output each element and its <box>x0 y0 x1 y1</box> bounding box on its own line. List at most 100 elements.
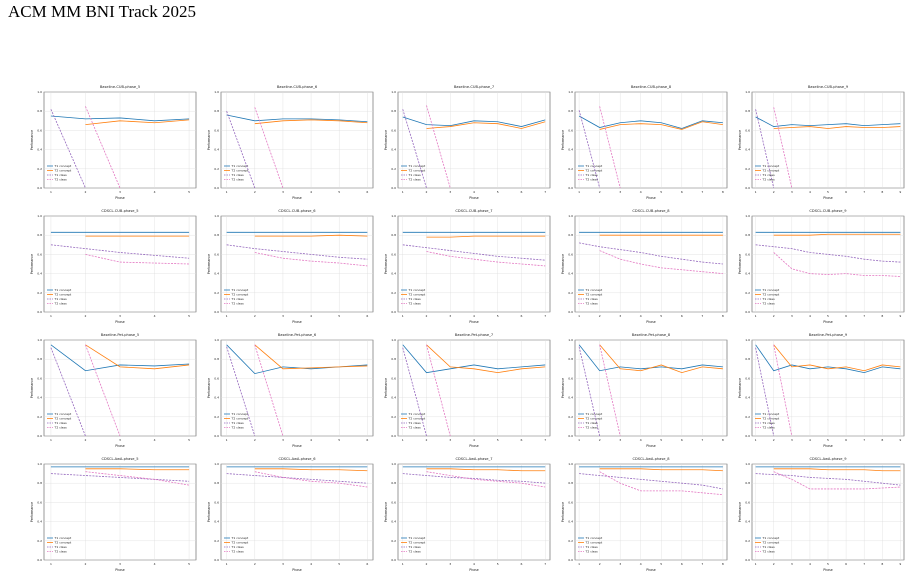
legend-label: T1 concept <box>54 536 72 540</box>
subplot: CDSCL-CUB-phase_6 0.0 0.2 0.4 0.6 0.8 1.0 1 2 3 4 5… <box>207 209 374 324</box>
y-tick-label: 0.8 <box>214 233 219 237</box>
legend-label: T1 concept <box>231 412 249 416</box>
x-tick-label: 4 <box>640 438 642 442</box>
series-line <box>50 473 190 482</box>
y-axis-label: Performance <box>207 130 211 150</box>
legend-label: T2 concept <box>231 169 249 173</box>
y-tick-label: 0.6 <box>391 128 396 132</box>
y-tick-label: 0.6 <box>214 128 219 132</box>
y-tick-label: 0.2 <box>568 291 573 295</box>
x-tick-label: 4 <box>640 190 642 194</box>
x-tick-label: 3 <box>449 562 451 566</box>
x-tick-label: 7 <box>863 190 865 194</box>
series-line <box>254 234 368 237</box>
x-tick-label: 2 <box>599 190 601 194</box>
y-tick-label: 0.8 <box>745 109 750 113</box>
y-axis-label: Performance <box>30 254 34 274</box>
legend-label: T2 class <box>585 302 599 306</box>
legend-label: T1 concept <box>408 164 426 168</box>
legend-label: T2 class <box>762 426 776 430</box>
subplot: Baseline-CUB-phase_7 0.0 0.2 0.4 0.6 0.8 1.0 1 2… <box>384 85 551 200</box>
legend-label: T2 concept <box>762 169 780 173</box>
x-tick-label: 5 <box>827 190 829 194</box>
series-line <box>773 233 901 236</box>
x-tick-label: 2 <box>773 190 775 194</box>
y-tick-label: 0.4 <box>37 272 42 276</box>
y-tick-label: 0.0 <box>37 434 42 438</box>
plot-area <box>574 215 728 313</box>
y-tick-label: 0.0 <box>391 310 396 314</box>
x-axis-label: Phase <box>823 196 833 200</box>
x-tick-label: 3 <box>619 438 621 442</box>
subplot-title: Baseline-Pet-phase_6 <box>278 333 317 337</box>
y-tick-label: 0.6 <box>391 376 396 380</box>
x-tick-label: 4 <box>640 314 642 318</box>
x-tick-label: 1 <box>402 438 404 442</box>
y-tick-label: 1.0 <box>745 338 750 342</box>
legend-label: T2 concept <box>54 169 72 173</box>
legend-label: T2 class <box>231 302 245 306</box>
subplot-title: CDSCL-AwA-phase_6 <box>278 457 316 461</box>
legend-label: T2 class <box>54 550 68 554</box>
subplot: Baseline-Pet-phase_5 0.0 0.2 0.4 0.6 0.8 1.0 1 2… <box>30 333 197 448</box>
legend-label: T1 concept <box>231 288 249 292</box>
y-tick-label: 0.8 <box>214 357 219 361</box>
x-tick-label: 4 <box>310 190 312 194</box>
series-line <box>50 244 190 259</box>
x-axis-label: Phase <box>646 196 656 200</box>
x-tick-label: 3 <box>449 438 451 442</box>
series-line <box>755 473 901 486</box>
series-line <box>402 109 427 189</box>
legend-label: T2 concept <box>231 541 249 545</box>
x-tick-label: 6 <box>845 438 847 442</box>
y-tick-label: 0.2 <box>214 539 219 543</box>
x-tick-label: 7 <box>544 190 546 194</box>
y-tick-label: 0.4 <box>391 272 396 276</box>
legend-label: T1 concept <box>762 164 780 168</box>
legend-label: T1 class <box>231 173 245 177</box>
y-tick-label: 0.6 <box>37 376 42 380</box>
subplot-title: Baseline-CUB-phase_9 <box>808 85 849 89</box>
plot-area <box>574 463 728 561</box>
y-tick-label: 0.6 <box>745 128 750 132</box>
x-tick-label: 9 <box>899 438 901 442</box>
series-line <box>773 107 793 189</box>
series-line <box>579 242 723 265</box>
legend-label: T2 concept <box>231 293 249 297</box>
x-tick-label: 4 <box>154 314 156 318</box>
x-tick-label: 3 <box>119 438 121 442</box>
x-tick-label: 6 <box>845 562 847 566</box>
x-tick-label: 8 <box>881 562 883 566</box>
series-line <box>226 244 368 260</box>
x-tick-label: 8 <box>722 438 724 442</box>
x-tick-label: 1 <box>578 190 580 194</box>
legend-label: T1 concept <box>408 412 426 416</box>
y-tick-label: 0.0 <box>37 558 42 562</box>
x-tick-label: 2 <box>84 562 86 566</box>
x-tick-label: 6 <box>681 314 683 318</box>
legend-label: T2 class <box>54 426 68 430</box>
legend-label: T1 concept <box>762 412 780 416</box>
x-tick-label: 8 <box>881 438 883 442</box>
y-tick-label: 0.4 <box>745 148 750 152</box>
y-tick-label: 0.0 <box>568 434 573 438</box>
subplot-title: Baseline-Pet-phase_7 <box>455 333 493 337</box>
x-tick-label: 3 <box>119 314 121 318</box>
series-line <box>599 471 723 496</box>
x-tick-label: 7 <box>863 562 865 566</box>
y-tick-label: 0.0 <box>745 558 750 562</box>
legend-label: T2 concept <box>762 293 780 297</box>
y-axis-label: Performance <box>561 378 565 398</box>
y-tick-label: 1.0 <box>37 338 42 342</box>
y-tick-label: 1.0 <box>568 214 573 218</box>
x-tick-label: 4 <box>473 562 475 566</box>
series-line <box>402 344 546 374</box>
legend-label: T2 concept <box>54 417 72 421</box>
subplot-title: CDSCL-AwA-phase_5 <box>101 457 138 461</box>
y-axis-label: Performance <box>738 130 742 150</box>
legend-label: T1 class <box>231 421 245 425</box>
x-tick-label: 3 <box>791 562 793 566</box>
series-line <box>426 121 546 129</box>
series-line <box>85 106 121 189</box>
x-tick-label: 3 <box>282 190 284 194</box>
